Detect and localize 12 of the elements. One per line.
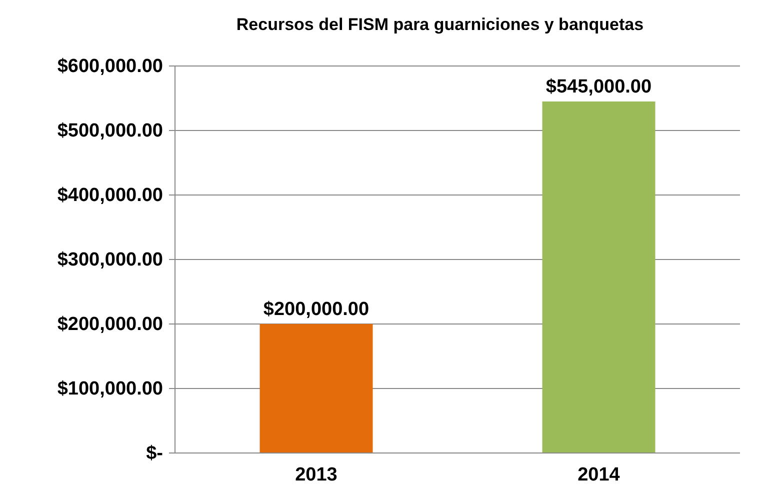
- y-tick-label: $-: [146, 443, 163, 464]
- data-label: $200,000.00: [263, 299, 370, 320]
- y-tick-label: $400,000.00: [57, 185, 163, 206]
- data-label: $545,000.00: [546, 76, 652, 98]
- y-tick-label: $600,000.00: [57, 56, 163, 78]
- y-tick-label: $100,000.00: [57, 378, 163, 400]
- y-tick-label: $300,000.00: [57, 250, 163, 271]
- y-tick-label: $200,000.00: [57, 314, 163, 336]
- y-tick-label: $500,000.00: [57, 120, 163, 142]
- chart-title: Recursos del FISM para guarniciones y banquetas: [236, 15, 644, 34]
- x-tick-label: 2014: [578, 464, 620, 486]
- x-tick-label: 2013: [295, 464, 338, 486]
